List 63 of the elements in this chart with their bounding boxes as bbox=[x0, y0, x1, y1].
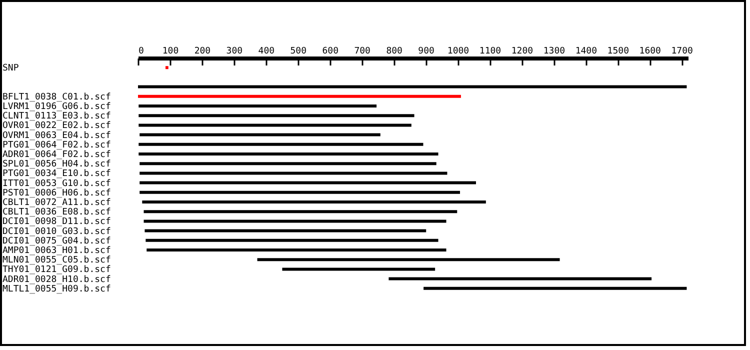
bar bbox=[138, 124, 412, 127]
x-tick-label: 900 bbox=[418, 46, 434, 56]
x-tick-label: 200 bbox=[194, 46, 211, 56]
y-tick-label: OVRM1_0063_E04.b.scf bbox=[2, 130, 111, 141]
x-tick-label: 1100 bbox=[479, 46, 502, 56]
bar bbox=[140, 190, 460, 194]
y-tick-label: CLNT1_0113_E03.b.scf bbox=[2, 112, 111, 122]
x-tick-label: 800 bbox=[386, 46, 402, 56]
bar bbox=[388, 277, 652, 280]
y-tick-label: MLTL1_0055_H09.b.scf bbox=[2, 284, 111, 294]
y-tick-label: SPL01_0056_H04.b.scf bbox=[2, 160, 111, 170]
x-tick-label: 300 bbox=[226, 46, 243, 56]
bar bbox=[144, 229, 426, 232]
x-tick-label: 700 bbox=[354, 46, 370, 56]
bar bbox=[140, 162, 436, 166]
y-tick-label: SNP bbox=[2, 64, 20, 74]
x-tick-label: 1300 bbox=[543, 46, 566, 56]
bar bbox=[138, 142, 424, 146]
bar bbox=[138, 152, 438, 156]
y-tick-label: PTG01_0034_E10.b.scf bbox=[2, 169, 111, 180]
y-tick-label: CBLT1_0036_E08.b.scf bbox=[2, 208, 111, 218]
x-tick-label: 100 bbox=[162, 46, 179, 56]
x-tick-label: 1700 bbox=[671, 46, 693, 56]
bar bbox=[257, 258, 560, 262]
bar bbox=[142, 200, 486, 204]
bar bbox=[144, 220, 446, 223]
bar bbox=[140, 172, 448, 175]
x-tick-label: 0 bbox=[138, 46, 144, 56]
x-tick-label: 1500 bbox=[607, 46, 629, 56]
y-tick-label: DCI01_0075_G04.b.scf bbox=[2, 236, 111, 246]
x-tick-label: 1600 bbox=[639, 46, 661, 56]
y-tick-label: AMP01_0063_H01.b.scf bbox=[2, 246, 111, 256]
bar bbox=[138, 94, 461, 98]
x-tick-label: 600 bbox=[322, 46, 338, 56]
bar bbox=[144, 210, 458, 214]
bar bbox=[146, 248, 446, 252]
bar bbox=[282, 268, 436, 271]
y-tick-label: MLN01_0055_C05.b.scf bbox=[2, 256, 111, 266]
y-tick-label: ITT01_0053_G10.b.scf bbox=[2, 178, 111, 189]
y-tick-label: CBLT1_0072_A11.b.scf bbox=[2, 198, 111, 208]
x-tick-label: 1200 bbox=[511, 46, 534, 56]
bar bbox=[424, 286, 687, 290]
bar bbox=[138, 114, 414, 118]
y-tick-label: OVR01_0022_E02.b.scf bbox=[2, 121, 111, 132]
y-tick-label: ADR01_0064_F02.b.scf bbox=[2, 150, 111, 160]
x-tick-label: 400 bbox=[258, 46, 275, 56]
y-tick-label: THY01_0121_G09.b.scf bbox=[2, 265, 111, 276]
bar bbox=[166, 66, 168, 70]
y-tick-label: LVRM1_0196_G06.b.scf bbox=[2, 102, 111, 112]
bar bbox=[138, 104, 377, 108]
bar bbox=[146, 238, 438, 242]
bar bbox=[140, 181, 476, 184]
y-tick-label: PTG01_0064_F02.b.scf bbox=[2, 140, 111, 150]
x-tick-label: 1400 bbox=[575, 46, 598, 56]
y-tick-label: BFLT1_0038_C01.b.scf bbox=[2, 92, 111, 102]
y-tick-label: DCI01_0010_G03.b.scf bbox=[2, 226, 111, 237]
y-tick-label: DCI01_0098_D11.b.scf bbox=[2, 217, 111, 228]
y-tick-label: ADR01_0028_H10.b.scf bbox=[2, 274, 111, 285]
x-tick-label: 1000 bbox=[447, 46, 470, 56]
bar bbox=[140, 133, 380, 136]
x-tick-label: 500 bbox=[290, 46, 307, 56]
y-tick-label: PST01_0006_H06.b.scf bbox=[2, 188, 111, 198]
bar bbox=[138, 85, 687, 88]
